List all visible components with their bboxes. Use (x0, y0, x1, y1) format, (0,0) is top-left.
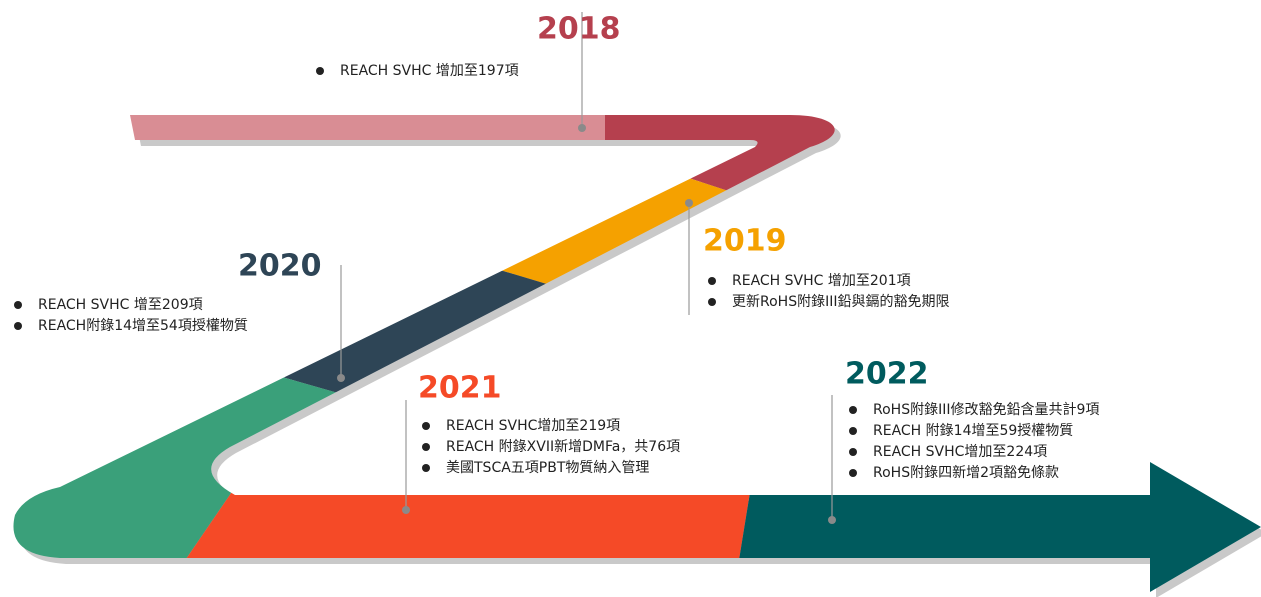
item-text: REACH 附錄XVII新增DMFa，共76項 (446, 439, 680, 455)
year-label: 2020 (238, 249, 322, 284)
connector-dot (337, 374, 345, 382)
connector-dot (828, 516, 836, 524)
bullet (14, 301, 22, 309)
bullet (849, 469, 857, 477)
item-text: REACH SVHC增加至219項 (446, 418, 620, 434)
item-text: REACH SVHC 增至209項 (38, 297, 203, 313)
item-text: RoHS附錄III修改豁免鉛含量共計9項 (873, 401, 1099, 418)
bullet (422, 464, 430, 472)
bullet (849, 448, 857, 456)
connector-dot (685, 199, 693, 207)
connector-dot (578, 124, 586, 132)
item-text: RoHS附錄四新增2項豁免條款 (873, 464, 1059, 481)
segment (605, 115, 1261, 250)
item-text: REACH SVHC 增加至197項 (340, 63, 519, 79)
year-label: 2022 (845, 357, 929, 392)
bullet (708, 298, 716, 306)
year-label: 2018 (537, 12, 621, 47)
bullet (422, 422, 430, 430)
segment (160, 480, 752, 592)
segment (240, 258, 590, 405)
item-text: REACH SVHC增加至224項 (873, 444, 1047, 460)
item-text: REACH 附錄14增至59授權物質 (873, 423, 1073, 439)
item-text: REACH附錄14增至54項授權物質 (38, 318, 248, 334)
bullet (316, 67, 324, 75)
bullet (708, 277, 716, 285)
bullet (14, 322, 22, 330)
year-label: 2019 (703, 224, 787, 259)
item-text: REACH SVHC 增加至201項 (732, 273, 911, 289)
bullet (849, 427, 857, 435)
segment (460, 162, 780, 297)
bullet (849, 406, 857, 414)
item-text: 更新RoHS附錄III鉛與鎘的豁免期限 (732, 293, 949, 310)
item-text: 美國TSCA五項PBT物質納入管理 (446, 460, 649, 476)
bullet (422, 443, 430, 451)
connector-dot (402, 506, 410, 514)
year-label: 2021 (418, 371, 502, 406)
